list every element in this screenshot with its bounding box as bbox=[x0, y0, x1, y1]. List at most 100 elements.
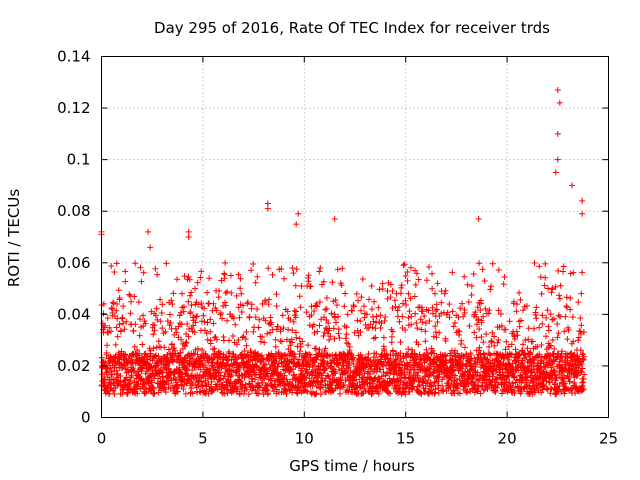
data-point bbox=[477, 307, 484, 314]
data-point bbox=[434, 319, 441, 326]
data-point bbox=[323, 317, 330, 324]
data-point bbox=[323, 295, 330, 302]
data-point bbox=[423, 277, 430, 284]
data-point bbox=[580, 350, 587, 357]
data-point bbox=[472, 309, 479, 316]
data-point bbox=[425, 263, 432, 270]
data-point bbox=[101, 380, 108, 387]
data-point bbox=[359, 275, 366, 282]
data-point bbox=[254, 306, 261, 313]
data-point bbox=[396, 304, 403, 311]
data-point bbox=[292, 282, 299, 289]
data-point bbox=[436, 329, 443, 336]
data-point bbox=[112, 341, 119, 348]
data-points bbox=[98, 87, 588, 398]
data-point bbox=[134, 347, 141, 354]
data-point bbox=[477, 390, 484, 397]
data-point bbox=[104, 365, 111, 372]
data-point bbox=[418, 304, 425, 311]
y-tick-label: 0.06 bbox=[57, 254, 90, 272]
data-point bbox=[259, 379, 266, 386]
data-point bbox=[549, 376, 556, 383]
data-point bbox=[135, 299, 142, 306]
data-point bbox=[202, 362, 209, 369]
data-point bbox=[443, 357, 450, 364]
data-point bbox=[480, 387, 487, 394]
data-point bbox=[178, 336, 185, 343]
data-point bbox=[245, 391, 252, 398]
data-point bbox=[482, 305, 489, 312]
data-point bbox=[366, 296, 373, 303]
data-point bbox=[432, 386, 439, 393]
data-point bbox=[506, 318, 513, 325]
data-point bbox=[289, 264, 296, 271]
data-point bbox=[341, 303, 348, 310]
data-point bbox=[577, 315, 584, 322]
data-point bbox=[520, 341, 527, 348]
data-point bbox=[434, 280, 441, 287]
data-point bbox=[489, 260, 496, 267]
data-point bbox=[127, 292, 134, 299]
data-point bbox=[209, 356, 216, 363]
data-point bbox=[353, 376, 360, 383]
data-point bbox=[190, 350, 197, 357]
data-point bbox=[551, 345, 558, 352]
data-point bbox=[316, 322, 323, 329]
data-point bbox=[526, 382, 533, 389]
data-point bbox=[422, 338, 429, 345]
data-point bbox=[335, 313, 342, 320]
data-point bbox=[491, 342, 498, 349]
data-point bbox=[363, 311, 370, 318]
data-point bbox=[222, 259, 229, 266]
data-point bbox=[128, 372, 135, 379]
data-point bbox=[414, 369, 421, 376]
data-point bbox=[338, 282, 345, 289]
data-point bbox=[243, 328, 250, 335]
data-point bbox=[502, 365, 509, 372]
data-point bbox=[320, 370, 327, 377]
data-point bbox=[511, 332, 518, 339]
data-point bbox=[195, 345, 202, 352]
data-point bbox=[350, 303, 357, 310]
data-point bbox=[413, 270, 420, 277]
data-point bbox=[152, 265, 159, 272]
data-point bbox=[389, 287, 396, 294]
data-point bbox=[198, 300, 205, 307]
data-point bbox=[170, 290, 177, 297]
data-point bbox=[106, 390, 113, 397]
data-point bbox=[502, 326, 509, 333]
data-point bbox=[351, 329, 358, 336]
data-point bbox=[541, 282, 548, 289]
data-point bbox=[486, 343, 493, 350]
data-point bbox=[387, 294, 394, 301]
data-point bbox=[575, 299, 582, 306]
data-point bbox=[375, 304, 382, 311]
data-point bbox=[216, 369, 223, 376]
data-point bbox=[379, 285, 386, 292]
data-point bbox=[514, 364, 521, 371]
data-point bbox=[387, 357, 394, 364]
data-point bbox=[554, 87, 561, 94]
data-point bbox=[360, 303, 367, 310]
data-point bbox=[570, 269, 577, 276]
data-point bbox=[373, 313, 380, 320]
data-point bbox=[274, 363, 281, 370]
data-point bbox=[195, 301, 202, 308]
data-point bbox=[175, 323, 182, 330]
data-point bbox=[523, 302, 530, 309]
data-point bbox=[486, 307, 493, 314]
data-point bbox=[216, 287, 223, 294]
data-point bbox=[460, 313, 467, 320]
data-point bbox=[560, 263, 567, 270]
data-point bbox=[501, 355, 508, 362]
data-point bbox=[332, 370, 339, 377]
data-point bbox=[290, 270, 297, 277]
data-point bbox=[417, 374, 424, 381]
data-point bbox=[208, 378, 215, 385]
data-point bbox=[211, 345, 218, 352]
data-point bbox=[287, 316, 294, 323]
data-point bbox=[492, 387, 499, 394]
data-point bbox=[362, 321, 369, 328]
data-point bbox=[248, 301, 255, 308]
data-point bbox=[565, 327, 572, 334]
